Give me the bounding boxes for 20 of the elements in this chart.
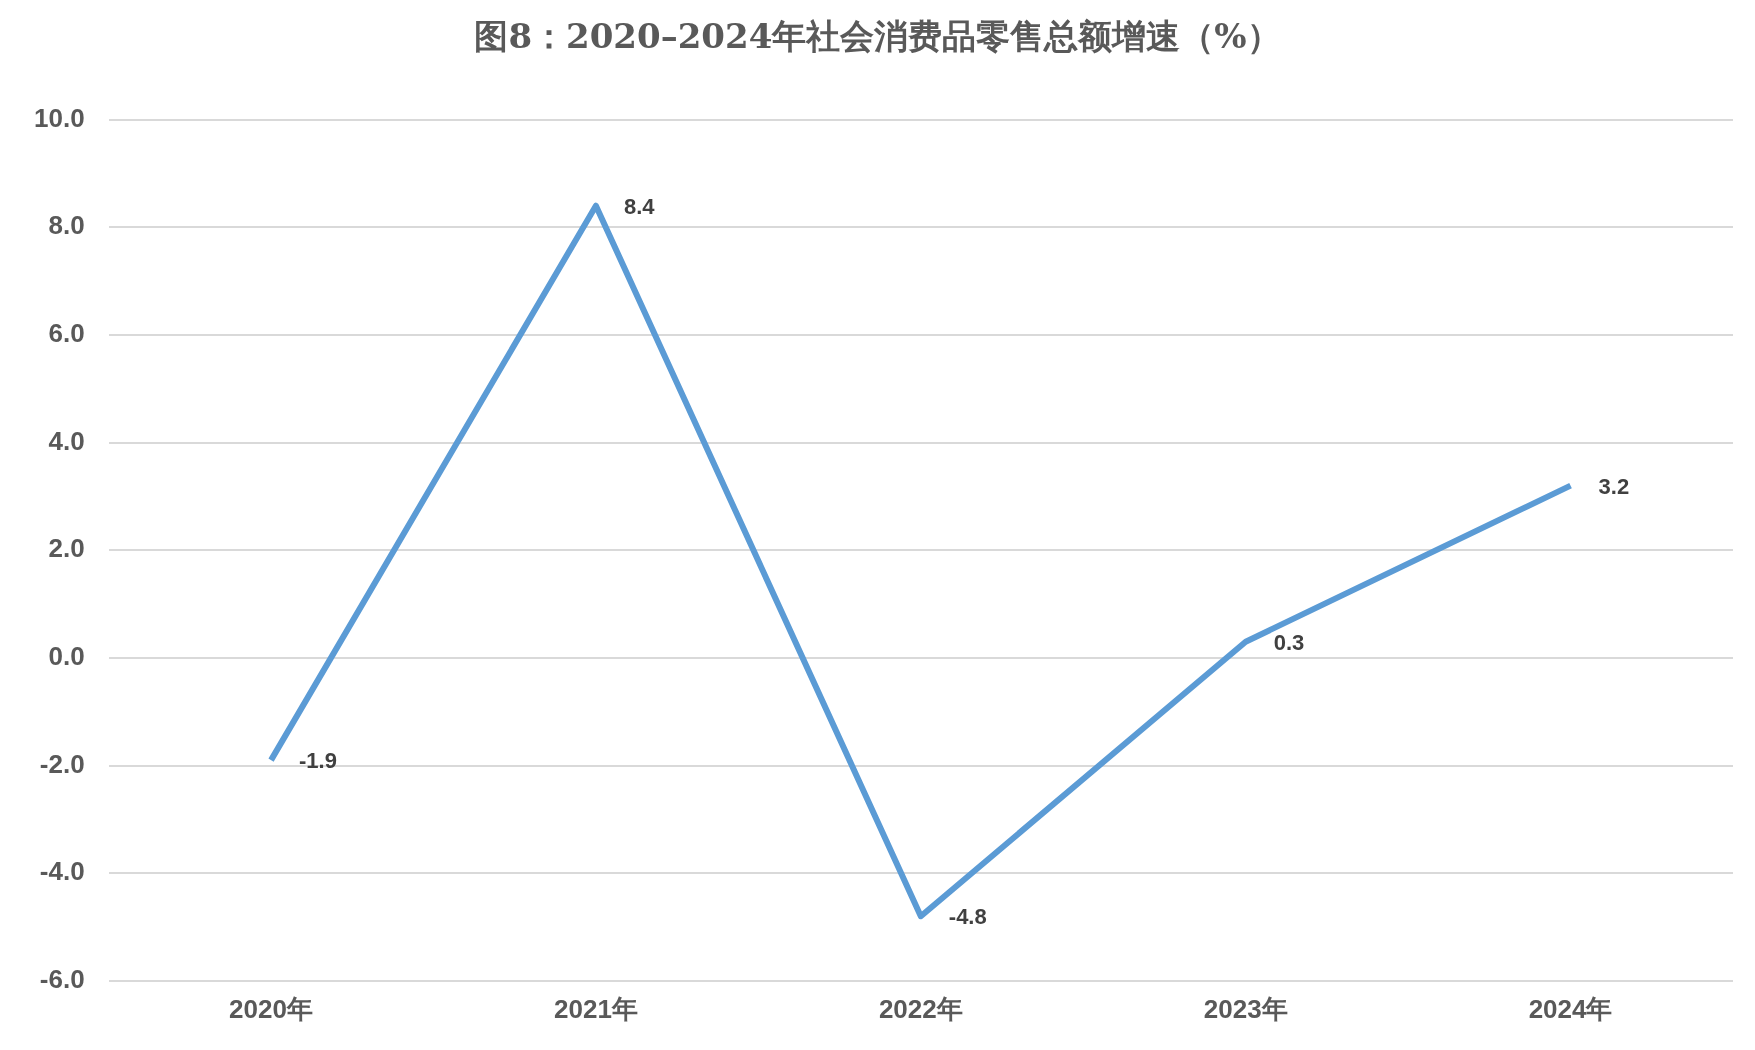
x-tick-label: 2024年 [1528, 993, 1613, 1024]
y-tick-label: 4.0 [48, 425, 85, 456]
y-tick-label: -6.0 [39, 963, 85, 994]
data-label: 0.3 [1273, 629, 1305, 655]
data-label: -4.8 [948, 904, 987, 930]
data-label: -1.9 [299, 748, 337, 774]
y-tick-label: 8.0 [48, 210, 85, 241]
data-label: 3.2 [1598, 473, 1630, 499]
chart-title: 图8：2020–2024年社会消费品零售总额增速（%） [473, 15, 1282, 58]
x-tick-label: 2020年 [229, 993, 313, 1024]
y-tick-label: 2.0 [48, 533, 85, 564]
y-tick-label: 10.0 [33, 102, 85, 133]
x-tick-label: 2022年 [878, 993, 963, 1024]
y-tick-label: 6.0 [48, 318, 85, 349]
x-tick-label: 2021年 [554, 993, 638, 1024]
y-tick-label: -2.0 [39, 748, 85, 779]
y-tick-label: -4.0 [39, 856, 85, 887]
x-tick-label: 2023年 [1203, 993, 1288, 1024]
y-tick-label: 0.0 [48, 641, 85, 672]
data-label: 8.4 [623, 193, 656, 219]
